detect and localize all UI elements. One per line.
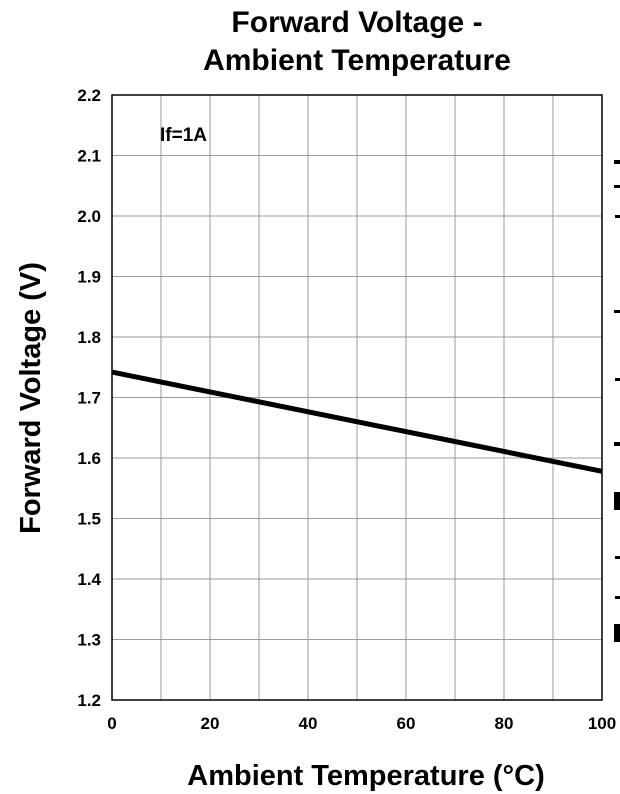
x-tick-label: 60 [397, 714, 416, 733]
y-tick-label: 1.5 [77, 510, 101, 529]
y-tick-label: 2.2 [77, 86, 101, 105]
x-tick-label: 100 [588, 714, 616, 733]
x-tick-label: 20 [201, 714, 220, 733]
plot-frame [111, 94, 603, 701]
y-tick-label: 1.3 [77, 631, 101, 650]
clipped-neighbor-text [614, 160, 620, 642]
y-tick-label: 1.7 [77, 389, 101, 408]
x-tick-label: 40 [299, 714, 318, 733]
x-axis-label: Ambient Temperature (°C) [187, 760, 545, 792]
y-tick-labels: 1.2 1.3 1.4 1.5 1.6 1.7 1.8 1.9 2.0 2.1 2.2 [77, 86, 101, 710]
y-tick-label: 1.9 [77, 268, 101, 287]
gridlines [112, 95, 602, 700]
x-tick-label: 0 [107, 714, 116, 733]
y-tick-label: 2.1 [77, 147, 101, 166]
x-tick-labels: 0 20 40 60 80 100 [107, 714, 616, 733]
x-tick-label: 80 [495, 714, 514, 733]
chart-title-line-2: Ambient Temperature [203, 44, 511, 77]
y-tick-label: 1.4 [77, 570, 101, 589]
series-layer [111, 369, 603, 474]
y-tick-label: 2.0 [77, 207, 101, 226]
y-tick-label: 1.8 [77, 328, 101, 347]
series-line [111, 369, 603, 474]
y-axis-label: Forward Voltage (V) [15, 262, 47, 534]
chart-title-line-1: Forward Voltage - [231, 6, 482, 39]
y-tick-label: 1.2 [77, 691, 101, 710]
condition-annotation: If=1A [160, 125, 207, 146]
y-tick-label: 1.6 [77, 449, 101, 468]
